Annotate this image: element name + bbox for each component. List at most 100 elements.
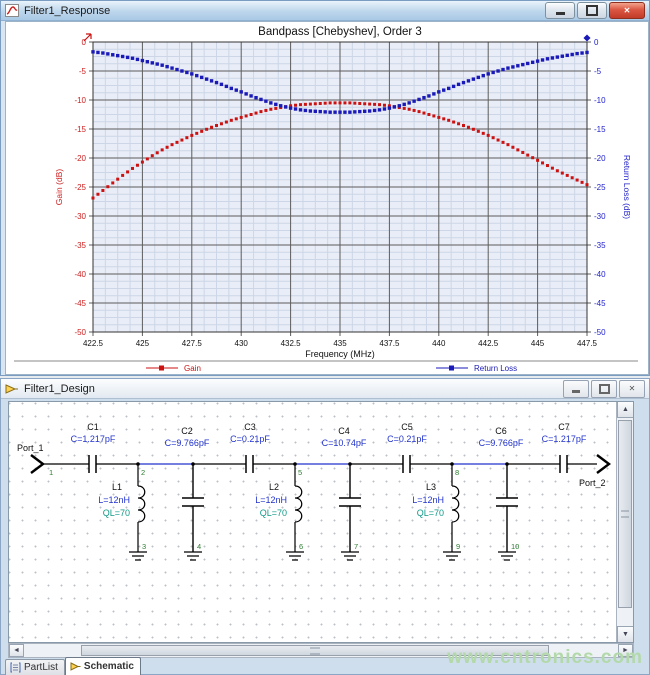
minimize-icon[interactable] <box>545 2 575 19</box>
tab-bar: PartList Schematic <box>5 657 141 675</box>
svg-text:C=1.217pF: C=1.217pF <box>542 434 587 444</box>
capacitor-C6[interactable]: C6 C=9.766pF <box>479 426 524 561</box>
svg-text:Gain: Gain <box>184 364 201 372</box>
node-numbers: 1 2 3 4 5 6 7 8 9 10 <box>49 468 519 551</box>
svg-text:-35: -35 <box>74 241 86 250</box>
svg-text:-40: -40 <box>74 270 86 279</box>
svg-text:-25: -25 <box>594 183 606 192</box>
svg-text:Return Loss: Return Loss <box>474 364 517 372</box>
svg-text:C=0.21pF: C=0.21pF <box>230 434 270 444</box>
svg-text:-5: -5 <box>594 67 602 76</box>
svg-text:-15: -15 <box>74 125 86 134</box>
svg-text:10: 10 <box>511 542 519 551</box>
svg-text:C=1.217pF: C=1.217pF <box>71 434 116 444</box>
svg-text:C=10.74pF: C=10.74pF <box>322 438 367 448</box>
svg-text:L1: L1 <box>112 482 122 492</box>
svg-text:-50: -50 <box>594 328 606 337</box>
maximize-icon[interactable] <box>577 2 607 19</box>
svg-text:442.5: 442.5 <box>478 339 499 348</box>
tab-schematic[interactable]: Schematic <box>64 657 141 675</box>
horizontal-scroll-thumb[interactable] <box>81 645 549 656</box>
svg-text:-45: -45 <box>594 299 606 308</box>
response-titlebar[interactable]: Filter1_Response ✕ <box>1 1 649 21</box>
svg-text:435: 435 <box>333 339 347 348</box>
svg-text:425: 425 <box>136 339 150 348</box>
inductor-L2[interactable]: L2 L=12nH QL=70 <box>255 464 304 561</box>
svg-text:C5: C5 <box>401 422 413 432</box>
svg-text:447.5: 447.5 <box>577 339 598 348</box>
svg-text:0: 0 <box>82 38 87 47</box>
design-window-title: Filter1_Design <box>24 382 95 395</box>
svg-text:427.5: 427.5 <box>182 339 203 348</box>
svg-text:C1: C1 <box>87 422 99 432</box>
svg-text:C3: C3 <box>244 422 256 432</box>
design-titlebar[interactable]: Filter1_Design ✕ <box>1 379 649 399</box>
response-window: Filter1_Response ✕ Bandpass [Chebyshev],… <box>0 0 650 376</box>
vertical-scrollbar[interactable]: ▲ ▼ <box>616 402 633 642</box>
tab-partlist[interactable]: PartList <box>5 659 65 675</box>
response-chart-area: Bandpass [Chebyshev], Order 3 422.5 0 0 425 -… <box>5 21 649 375</box>
svg-text:-20: -20 <box>594 154 606 163</box>
capacitor-C2[interactable]: C2 C=9.766pF <box>165 426 210 561</box>
svg-text:L=12nH: L=12nH <box>412 495 444 505</box>
inductor-L3[interactable]: L3 L=12nH QL=70 <box>412 464 461 561</box>
svg-text:4: 4 <box>197 542 201 551</box>
svg-text:QL=70: QL=70 <box>260 508 287 518</box>
port-2[interactable]: Port_2 <box>579 454 611 488</box>
svg-text:432.5: 432.5 <box>281 339 302 348</box>
scroll-down-icon[interactable]: ▼ <box>617 626 633 642</box>
svg-text:440: 440 <box>432 339 446 348</box>
close-icon[interactable]: ✕ <box>609 2 645 19</box>
svg-text:-30: -30 <box>594 212 606 221</box>
svg-text:C6: C6 <box>495 426 507 436</box>
svg-text:-20: -20 <box>74 154 86 163</box>
svg-text:3: 3 <box>142 542 146 551</box>
maximize-icon[interactable] <box>591 379 617 398</box>
svg-text:-50: -50 <box>74 328 86 337</box>
svg-text:L=12nH: L=12nH <box>255 495 287 505</box>
port-1[interactable]: Port_1 <box>17 443 45 474</box>
close-icon[interactable]: ✕ <box>619 379 645 398</box>
capacitor-C3[interactable]: C3 C=0.21pF <box>230 422 270 473</box>
junction-dots <box>136 462 509 466</box>
port2-label: Port_2 <box>579 478 606 488</box>
svg-text:-35: -35 <box>594 241 606 250</box>
vertical-scroll-thumb[interactable] <box>618 420 632 608</box>
capacitor-C7[interactable]: C7 C=1.217pF <box>542 422 587 473</box>
svg-text:Frequency (MHz): Frequency (MHz) <box>305 349 375 359</box>
pointer-icon <box>5 384 18 394</box>
svg-text:9: 9 <box>456 542 460 551</box>
svg-text:L3: L3 <box>426 482 436 492</box>
svg-text:Return Loss (dB): Return Loss (dB) <box>622 155 632 219</box>
horizontal-scrollbar[interactable]: ◄ ► <box>8 643 634 658</box>
capacitor-C4[interactable]: C4 C=10.74pF <box>322 426 367 561</box>
svg-text:QL=70: QL=70 <box>103 508 130 518</box>
minimize-icon[interactable] <box>563 379 589 398</box>
svg-text:2: 2 <box>141 468 145 477</box>
svg-text:445: 445 <box>531 339 545 348</box>
response-chart: Bandpass [Chebyshev], Order 3 422.5 0 0 425 -… <box>14 26 638 373</box>
svg-text:L=12nH: L=12nH <box>98 495 130 505</box>
capacitor-C1[interactable]: C1 C=1.217pF <box>71 422 116 473</box>
svg-text:L2: L2 <box>269 482 279 492</box>
svg-text:8: 8 <box>455 468 459 477</box>
svg-text:5: 5 <box>298 468 302 477</box>
svg-text:Bandpass [Chebyshev], Order 3: Bandpass [Chebyshev], Order 3 <box>258 26 422 38</box>
scroll-right-icon[interactable]: ► <box>618 644 633 657</box>
svg-text:437.5: 437.5 <box>379 339 400 348</box>
schematic-canvas[interactable]: Port_1 Port_2 C1 C=1.217pF C3 C=0.21pF <box>8 401 634 643</box>
scroll-up-icon[interactable]: ▲ <box>617 402 633 418</box>
inductor-L1[interactable]: L1 L=12nH QL=70 <box>98 464 147 561</box>
svg-text:-10: -10 <box>594 96 606 105</box>
scroll-left-icon[interactable]: ◄ <box>9 644 24 657</box>
port1-label: Port_1 <box>17 443 44 453</box>
svg-text:C=0.21pF: C=0.21pF <box>387 434 427 444</box>
svg-text:QL=70: QL=70 <box>417 508 444 518</box>
svg-text:C2: C2 <box>181 426 193 436</box>
capacitor-C5[interactable]: C5 C=0.21pF <box>387 422 427 473</box>
svg-text:-15: -15 <box>594 125 606 134</box>
svg-text:Gain (dB): Gain (dB) <box>54 169 64 206</box>
svg-text:-10: -10 <box>74 96 86 105</box>
svg-text:-45: -45 <box>74 299 86 308</box>
